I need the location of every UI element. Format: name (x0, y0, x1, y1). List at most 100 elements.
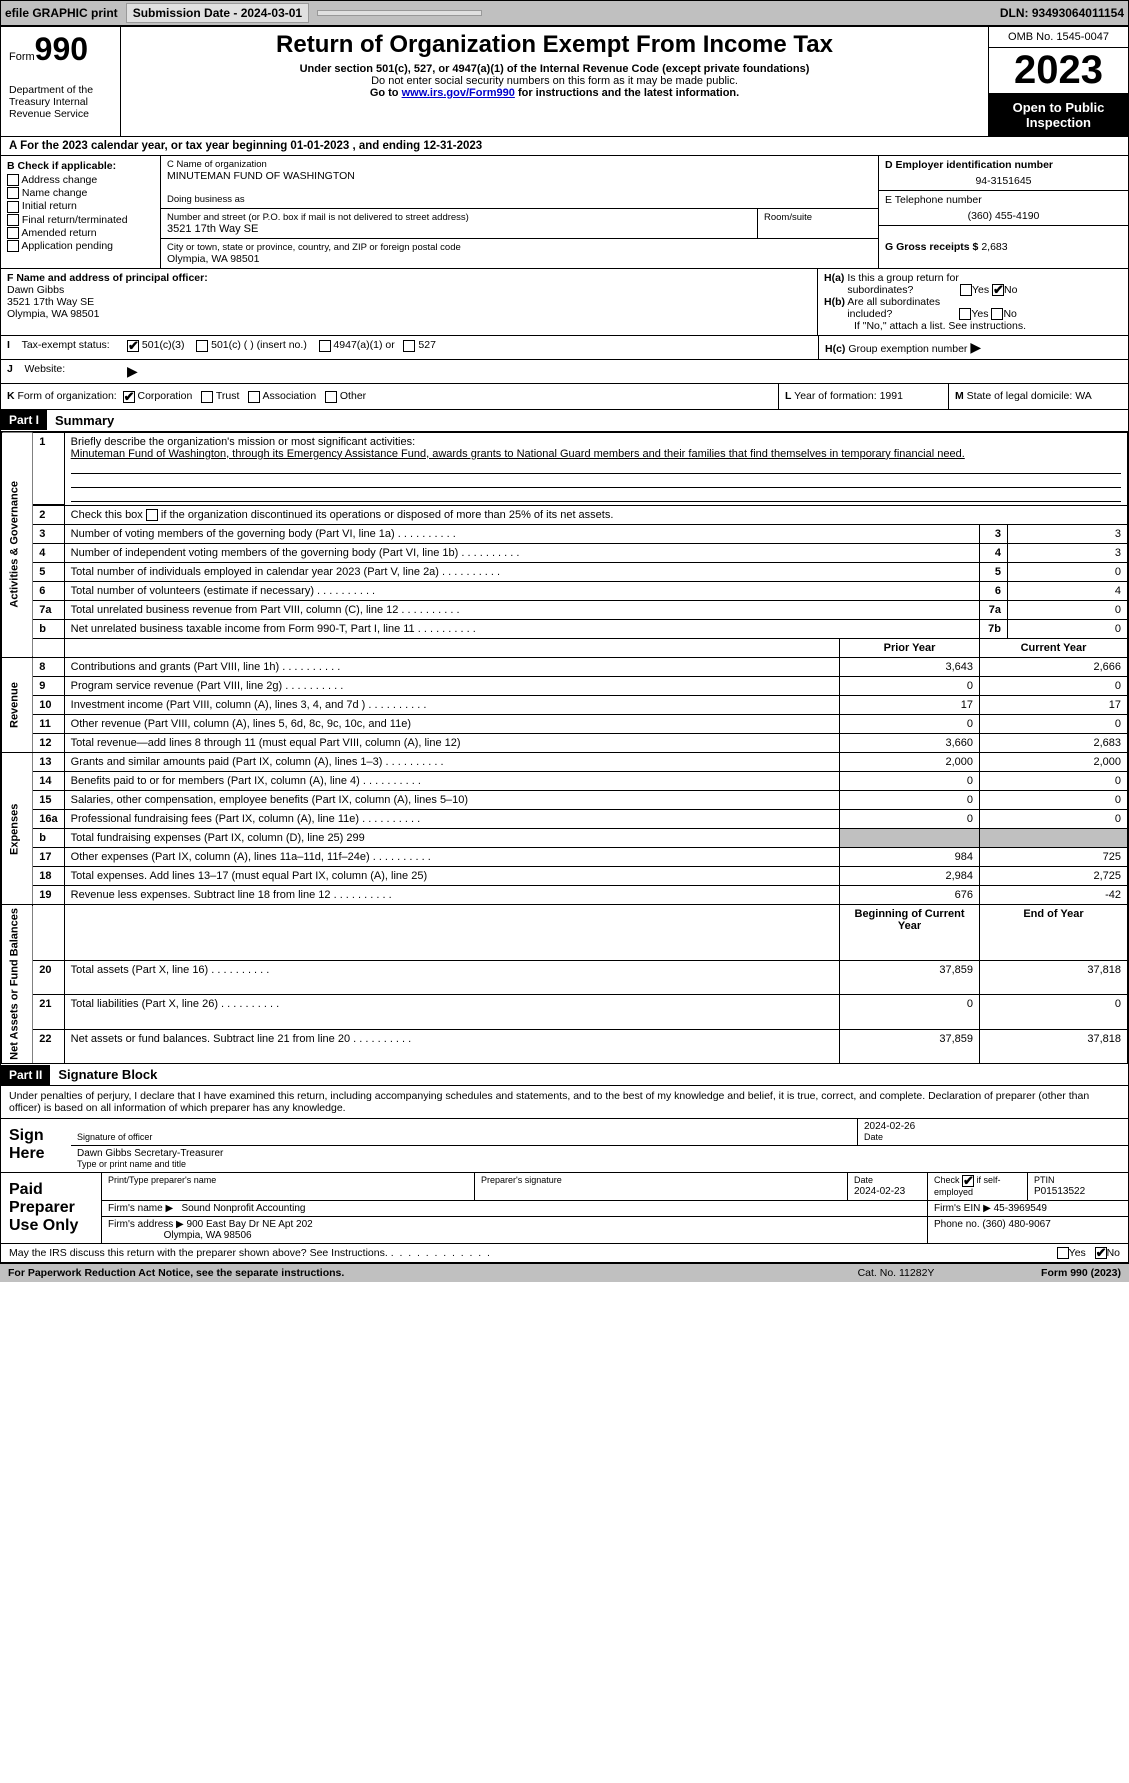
discuss-yes[interactable] (1057, 1247, 1069, 1259)
hb-note: If "No," attach a list. See instructions… (824, 320, 1122, 332)
officer-name-title: Dawn Gibbs Secretary-Treasurer Type or p… (71, 1146, 1128, 1172)
prep-name-cell: Print/Type preparer's name (102, 1173, 475, 1200)
section-k: K Form of organization: Corporation Trus… (1, 384, 778, 408)
form-number: 990 (35, 31, 88, 67)
part1-title: Summary (47, 410, 122, 431)
gross-label: G Gross receipts $ (885, 241, 978, 253)
form-word: Form (9, 51, 35, 63)
org-name-cell: C Name of organization MINUTEMAN FUND OF… (161, 156, 878, 209)
check-527[interactable] (403, 340, 415, 352)
firm-phone-cell: Phone no. (360) 480-9067 (928, 1217, 1128, 1243)
section-i-label: I Tax-exempt status: (1, 336, 121, 359)
section-m: M State of legal domicile: WA (948, 384, 1128, 408)
part2-tag: Part II (1, 1065, 50, 1085)
check-corporation[interactable] (123, 391, 135, 403)
header-right: OMB No. 1545-0047 2023 Open to Public In… (988, 27, 1128, 136)
hb-row: H(b) Are all subordinates included? Yes … (824, 296, 1122, 320)
discuss-row: May the IRS discuss this return with the… (1, 1243, 1128, 1262)
form-title: Return of Organization Exempt From Incom… (129, 31, 980, 59)
department-label: Department of the Treasury Internal Reve… (9, 84, 112, 120)
side-activities: Activities & Governance (2, 432, 33, 658)
section-bcdeg: B Check if applicable: Address change Na… (1, 156, 1128, 269)
check-501c3[interactable] (127, 340, 139, 352)
part2-header: Part II Signature Block (1, 1064, 1128, 1085)
city-label: City or town, state or province, country… (167, 242, 872, 253)
line1-label: Briefly describe the organization's miss… (71, 436, 415, 448)
side-expenses: Expenses (2, 753, 33, 905)
footer: For Paperwork Reduction Act Notice, see … (0, 1263, 1129, 1282)
check-address-change[interactable]: Address change (7, 174, 154, 186)
street-address: 3521 17th Way SE (167, 223, 751, 235)
city-cell: City or town, state or province, country… (161, 239, 878, 268)
header-row: Form990 Department of the Treasury Inter… (1, 27, 1128, 137)
footer-left: For Paperwork Reduction Act Notice, see … (8, 1267, 821, 1279)
hb-no[interactable] (991, 308, 1003, 320)
section-deg: D Employer identification number 94-3151… (878, 156, 1128, 268)
sub3-post: for instructions and the latest informat… (515, 87, 739, 99)
section-j-content: ▶ (121, 360, 818, 383)
section-j-right (818, 360, 1128, 383)
ha-no[interactable] (992, 284, 1004, 296)
section-l: L Year of formation: 1991 (778, 384, 948, 408)
ha-row: H(a) Is this a group return for subordin… (824, 272, 1122, 296)
org-name: MINUTEMAN FUND OF WASHINGTON (167, 170, 872, 182)
check-application-pending[interactable]: Application pending (7, 240, 154, 252)
discuss-no[interactable] (1095, 1247, 1107, 1259)
check-4947[interactable] (319, 340, 331, 352)
section-fh: F Name and address of principal officer:… (1, 269, 1128, 336)
check-self-employed[interactable] (962, 1175, 974, 1187)
city-state-zip: Olympia, WA 98501 (167, 253, 872, 265)
sign-here-row: Sign Here Signature of officer 2024-02-2… (1, 1119, 1128, 1173)
ptin-cell: PTINP01513522 (1028, 1173, 1128, 1200)
irs-link[interactable]: www.irs.gov/Form990 (402, 87, 515, 99)
line1-cell: Briefly describe the organization's miss… (64, 432, 1127, 505)
line-a: A For the 2023 calendar year, or tax yea… (1, 137, 1128, 156)
section-i-row: I Tax-exempt status: 501(c)(3) 501(c) ( … (1, 336, 1128, 360)
footer-mid: Cat. No. 11282Y (821, 1267, 971, 1279)
sign-here-label: Sign Here (1, 1119, 71, 1172)
section-h: H(a) Is this a group return for subordin… (818, 269, 1128, 335)
firm-name-cell: Firm's name ▶ Sound Nonprofit Accounting (102, 1201, 928, 1216)
ein-cell: D Employer identification number 94-3151… (879, 156, 1128, 191)
prep-fields: Print/Type preparer's name Preparer's si… (101, 1173, 1128, 1243)
discuss-text: May the IRS discuss this return with the… (9, 1247, 1057, 1259)
footer-right: Form 990 (2023) (971, 1267, 1121, 1279)
omb-number: OMB No. 1545-0047 (989, 27, 1128, 48)
address-row: Number and street (or P.O. box if mail i… (161, 209, 878, 239)
check-name-change[interactable]: Name change (7, 187, 154, 199)
ein-value: 94-3151645 (885, 175, 1122, 187)
section-b-header: B Check if applicable: (7, 160, 154, 172)
check-other[interactable] (325, 391, 337, 403)
check-initial-return[interactable]: Initial return (7, 200, 154, 212)
line2-text: Check this box if the organization disco… (64, 506, 1127, 525)
check-final-return[interactable]: Final return/terminated (7, 214, 154, 226)
submission-date-btn[interactable]: Submission Date - 2024-03-01 (126, 3, 309, 23)
check-association[interactable] (248, 391, 260, 403)
firm-addr-cell: Firm's address ▶ 900 East Bay Dr NE Apt … (102, 1217, 928, 1243)
open-inspection: Open to Public Inspection (989, 94, 1128, 136)
line1-text: Minuteman Fund of Washington, through it… (71, 448, 965, 460)
check-amended-return[interactable]: Amended return (7, 227, 154, 239)
hb-yes[interactable] (959, 308, 971, 320)
check-trust[interactable] (201, 391, 213, 403)
header-center: Return of Organization Exempt From Incom… (121, 27, 988, 136)
phone-value: (360) 455-4190 (885, 210, 1122, 222)
line1-num: 1 (33, 432, 64, 505)
side-netassets: Net Assets or Fund Balances (2, 905, 33, 1064)
sig-declaration: Under penalties of perjury, I declare th… (1, 1086, 1128, 1119)
sig-date-cell: 2024-02-26Date (858, 1119, 1128, 1145)
sig-officer-cell: Signature of officer (71, 1119, 858, 1145)
header-sub1: Under section 501(c), 527, or 4947(a)(1)… (129, 63, 980, 75)
website-arrow: ▶ (127, 363, 138, 379)
check-501c[interactable] (196, 340, 208, 352)
line2-check[interactable] (146, 509, 158, 521)
ein-label: D Employer identification number (885, 159, 1122, 171)
room-cell: Room/suite (758, 209, 878, 238)
tax-year: 2023 (989, 48, 1128, 94)
officer-name: Dawn Gibbs (7, 284, 811, 296)
paid-prep-label: Paid Preparer Use Only (1, 1173, 101, 1243)
ha-yes[interactable] (960, 284, 972, 296)
officer-addr2: Olympia, WA 98501 (7, 308, 811, 320)
header-sub2: Do not enter social security numbers on … (129, 75, 980, 87)
self-employed-cell: Check if self-employed (928, 1173, 1028, 1200)
